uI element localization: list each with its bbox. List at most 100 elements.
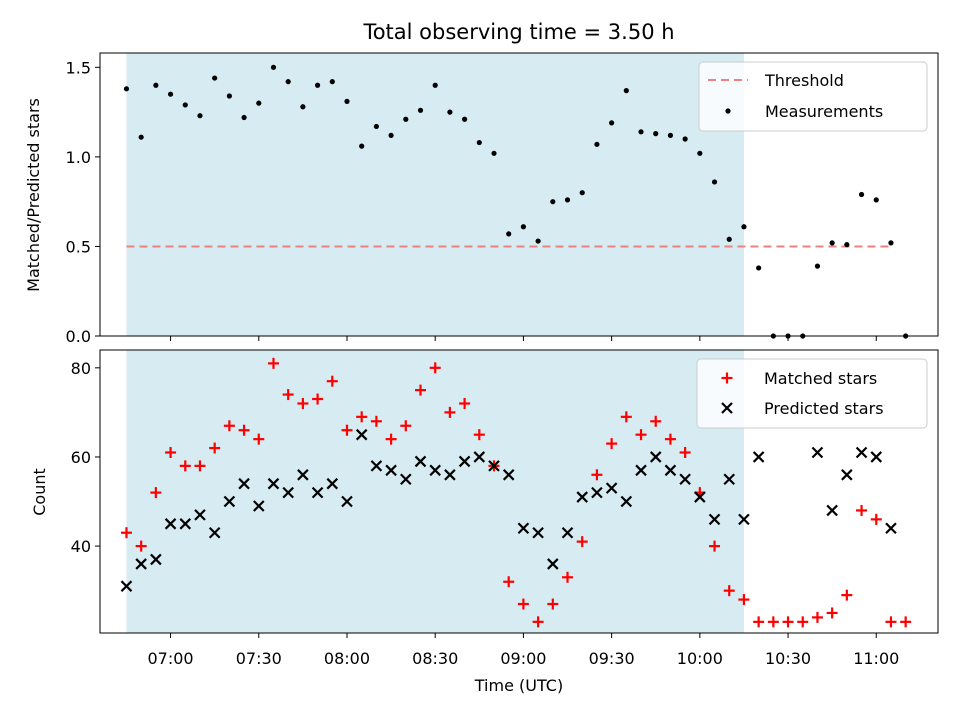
predicted-point [282,486,294,499]
x-tick-label: 09:30 [589,649,635,668]
x-tick-label: 08:00 [324,649,370,668]
predicted-point [855,446,868,459]
measurement-point [226,93,232,99]
matched-point [547,598,559,610]
measurement-point [212,75,218,81]
x-axis-label: Time (UTC) [474,676,563,695]
ratio-panel: 0.0 0.5 1.0 1.5 Matched/Predicted stars Thr… [24,52,939,346]
x-tick-label: 07:30 [236,649,282,668]
matched-point [782,616,794,628]
predicted-point [649,451,662,463]
predicted-point [370,460,383,472]
matched-point [709,540,721,552]
predicted-point [238,477,250,490]
predicted-point [811,446,824,459]
matched-point [135,540,147,552]
matched-point [429,362,441,374]
measurement-point [829,240,835,246]
measurement-point [388,132,394,138]
measurement-point [373,123,379,130]
ratio-shaded-span [126,53,744,336]
measurement-point [623,88,629,94]
predicted-point [341,495,353,508]
matched-point [473,429,485,441]
predicted-point [253,500,265,512]
matched-point [870,513,882,525]
x-tick-label: 10:30 [765,649,811,668]
measurement-point [682,136,688,142]
predicted-point [400,473,412,486]
matched-point [576,536,588,548]
legend-plus-marker [721,372,733,384]
predicted-point [429,464,441,477]
measurement-point [123,86,130,92]
measurement-point [417,107,424,113]
measurement-point [138,134,144,140]
measurement-point [447,109,453,115]
predicted-point [561,526,574,539]
y-tick-label: 0.0 [66,327,91,346]
measurement-point [888,240,894,246]
matched-point [650,415,662,427]
matched-point [459,397,471,409]
ratio-axes-frame [99,52,939,337]
predicted-point [355,428,368,441]
measurement-point [697,150,703,156]
matched-point [841,589,853,601]
measurement-point [241,114,247,121]
count-shaded-span [126,350,744,633]
matched-point [356,411,368,423]
predicted-point [532,526,544,539]
predicted-point [752,451,765,463]
measurement-point [344,98,350,104]
predicted-point [120,580,133,592]
matched-point [414,384,426,396]
predicted-point [517,522,530,535]
matched-point [267,357,279,369]
matched-point [679,447,691,459]
matched-point [400,420,412,432]
matched-point [326,375,338,387]
measurement-point [285,79,291,85]
measurement-point [579,190,585,196]
predicted-point [738,513,750,526]
legend-matched-label: Matched stars [764,369,877,388]
matched-point [811,611,823,623]
x-tick-label: 09:00 [500,649,546,668]
matched-point [738,594,750,606]
measurement-point [197,113,203,119]
measurement-point [182,102,188,108]
matched-point [606,438,618,450]
matched-point [885,616,897,628]
predicted-point [502,469,515,481]
matched-point [900,616,912,628]
matched-point [826,607,838,619]
measurement-point [741,224,747,230]
y-tick-label: 1.5 [66,58,91,77]
measurement-point [535,238,541,244]
matched-point [591,469,603,481]
matched-point [753,616,765,628]
predicted-point [664,464,677,477]
measurement-point [711,179,718,185]
x-tick-label: 11:00 [853,649,899,668]
predicted-point [444,469,456,481]
y-tick-label: 80 [71,359,91,378]
predicted-point [385,464,397,477]
measurement-point [550,199,556,205]
predicted-point [620,495,633,508]
matched-point [856,504,868,516]
matched-point [238,424,250,436]
matched-point [723,585,735,597]
predicted-point [723,473,736,486]
measurement-point [491,150,497,156]
measurement-point [653,131,659,137]
predicted-point [297,469,309,481]
predicted-point [223,495,236,508]
matched-point [562,571,574,583]
predicted-point [547,558,559,570]
predicted-point [135,558,147,570]
predicted-point [267,477,280,490]
measurement-point [167,91,174,97]
matched-point [635,429,647,441]
